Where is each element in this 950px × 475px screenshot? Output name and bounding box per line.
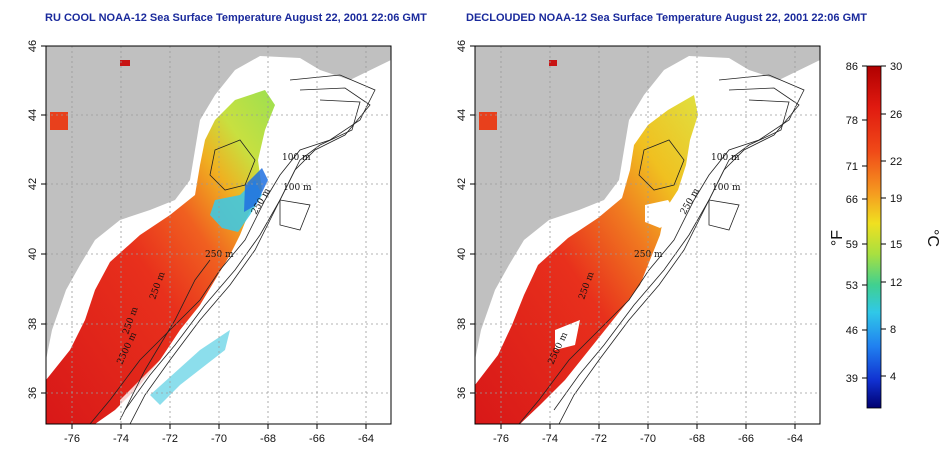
celsius-tick: 4 [890,371,896,383]
x-tick-label: -74 [542,433,558,445]
celsius-tick: 30 [890,61,902,73]
right-x-axis: -76 -74 -72 -70 -68 -66 -64 [493,424,803,445]
left-x-axis: -76 -74 -72 -70 -68 -66 -64 [64,424,374,445]
fahrenheit-tick: 66 [846,194,858,206]
celsius-tick: 15 [890,239,902,251]
x-tick-label: -74 [113,433,129,445]
colorbar: 86 78 71 66 59 53 46 39 30 26 22 19 15 1… [829,61,941,409]
x-tick-label: -70 [211,433,227,445]
left-sst-field [46,90,275,424]
left-contour-label: 250 m [205,250,234,260]
fahrenheit-tick: 53 [846,280,858,292]
y-tick-label: 44 [27,109,39,121]
right-sst-field [475,95,698,424]
celsius-tick: 19 [890,193,902,205]
right-contour-label: 100 m [712,183,741,193]
left-land [46,46,391,360]
fahrenheit-tick: 71 [846,161,858,173]
x-tick-label: -72 [591,433,607,445]
x-tick-label: -66 [309,433,325,445]
y-tick-label: 42 [27,178,39,190]
fahrenheit-tick: 86 [846,61,858,73]
y-tick-label: 38 [27,318,39,330]
right-panel-title: DECLOUDED NOAA-12 Sea Surface Temperatur… [466,12,868,24]
left-y-axis: 46 44 42 40 38 36 [27,40,46,399]
fahrenheit-tick: 78 [846,115,858,127]
right-y-axis: 46 44 42 40 38 36 [456,40,475,399]
x-tick-label: -68 [689,433,705,445]
x-tick-label: -64 [358,433,374,445]
y-tick-label: 40 [456,248,468,260]
left-panel-title: RU COOL NOAA-12 Sea Surface Temperature … [45,12,427,24]
x-tick-label: -76 [64,433,80,445]
fahrenheit-tick: 59 [846,239,858,251]
celsius-tick: 26 [890,109,902,121]
fahrenheit-tick: 46 [846,325,858,337]
y-tick-label: 40 [27,248,39,260]
y-tick-label: 44 [456,109,468,121]
y-tick-label: 36 [27,387,39,399]
celsius-tick: 12 [890,277,902,289]
y-tick-label: 36 [456,387,468,399]
celsius-unit-label: °C [924,229,941,247]
x-tick-label: -64 [787,433,803,445]
celsius-tick: 22 [890,156,902,168]
x-tick-label: -68 [260,433,276,445]
x-tick-label: -66 [738,433,754,445]
right-land [475,46,820,360]
left-contour-label: 100 m [283,183,312,193]
y-tick-label: 42 [456,178,468,190]
right-sst-map: 100 m 100 m 250 m 250 m 250 m 2500 m [474,45,821,425]
left-contour-label: 100 m [282,153,311,163]
right-contour-label: 250 m [634,250,663,260]
fahrenheit-unit-label: °F [829,230,846,246]
y-tick-label: 46 [456,40,468,52]
fahrenheit-tick: 39 [846,373,858,385]
x-tick-label: -72 [162,433,178,445]
y-tick-label: 38 [456,318,468,330]
y-tick-label: 46 [27,40,39,52]
x-tick-label: -76 [493,433,509,445]
right-contour-label: 100 m [711,153,740,163]
colorbar-gradient [866,65,882,409]
x-tick-label: -70 [640,433,656,445]
celsius-tick: 8 [890,324,896,336]
left-sst-map: 100 m 100 m 250 m 250 m 250 m 250 m 2500… [45,45,392,425]
